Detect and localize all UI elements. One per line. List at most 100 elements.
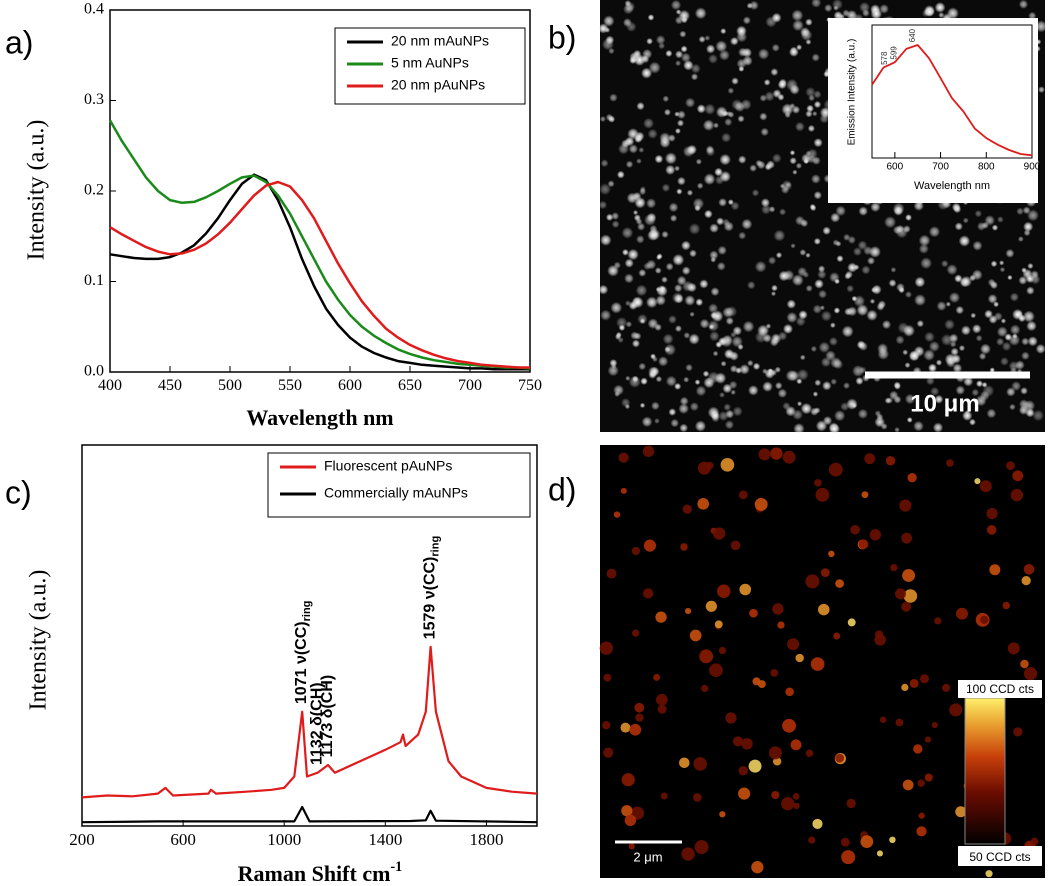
spot [923,349,935,361]
spot [629,52,640,62]
spot [794,121,805,132]
legend-box [267,452,531,518]
spot [894,427,900,433]
spot [624,300,631,307]
spot [914,294,926,307]
spot [905,291,912,299]
spot [742,16,751,25]
spot [618,452,629,463]
spot [758,48,770,60]
data-line [109,180,530,369]
spot [643,262,652,271]
spot [775,381,783,390]
spot [634,332,642,340]
spot [719,153,731,166]
spot [668,202,679,213]
panel-label: c) [5,474,32,510]
spot [641,416,653,428]
spot [598,23,609,34]
spot [639,318,646,324]
spot [981,221,989,229]
spot [694,204,701,212]
spot [690,73,699,81]
annotation-text: 1579 ν(CC) [422,557,439,640]
spot [747,281,756,290]
spot [748,759,762,773]
spot [706,44,716,54]
spot [866,309,878,321]
spot [1035,20,1048,33]
spot [1009,324,1021,335]
spot [696,104,706,114]
spot [922,9,930,18]
spot [796,368,809,381]
spot [799,249,807,256]
spot [695,385,707,397]
spot [785,181,792,188]
colorbar-label-bg [958,680,1042,698]
spot [718,337,727,346]
spot [768,256,777,265]
spot [716,217,725,226]
spot [710,256,717,263]
spot [636,235,645,244]
spot [648,61,661,74]
spot [1020,659,1029,669]
spot [779,208,787,216]
spot [654,267,662,274]
spot [724,118,733,127]
spot [997,216,1004,223]
spot [796,44,803,51]
spot [720,360,727,367]
spot [916,826,927,837]
spot [655,286,661,292]
spot [1020,387,1028,395]
spot [935,359,943,366]
spot [1038,86,1045,93]
spot [689,629,702,642]
annotation-text: 599 [890,46,899,60]
spot [677,110,686,119]
spot [674,284,683,293]
spot [876,302,885,311]
spot [738,155,747,164]
spot [664,152,677,165]
x-tick-label: 750 [518,377,542,394]
spot [859,1,870,13]
spot [874,410,882,417]
spot [834,410,846,422]
spot [742,47,752,58]
spot [942,683,951,692]
spot [802,271,810,278]
spot [928,226,941,238]
spot [1023,666,1038,681]
spot [737,343,744,350]
spot [773,229,786,242]
spot [820,310,832,322]
spot [1026,320,1037,332]
annotation-text: 1132 δ(CH) [309,682,326,765]
spot [864,453,876,465]
x-axis-label-superscript: -1 [390,859,402,875]
spot [1016,207,1024,216]
spot [680,45,688,53]
spot [751,861,764,874]
spot [635,713,644,722]
spot [870,8,883,20]
spot [683,376,690,383]
spot [841,325,854,338]
annotation: 640 [908,28,917,42]
spot [901,683,909,691]
spot [633,214,641,222]
spot [824,4,833,13]
spot [719,392,725,398]
spot [856,340,866,349]
spot [777,621,785,629]
spot [642,588,654,599]
spot [958,345,966,352]
spot [679,423,689,433]
spot [896,283,905,292]
spot [806,154,816,164]
plot-frame [871,24,1033,159]
spot [651,231,658,238]
